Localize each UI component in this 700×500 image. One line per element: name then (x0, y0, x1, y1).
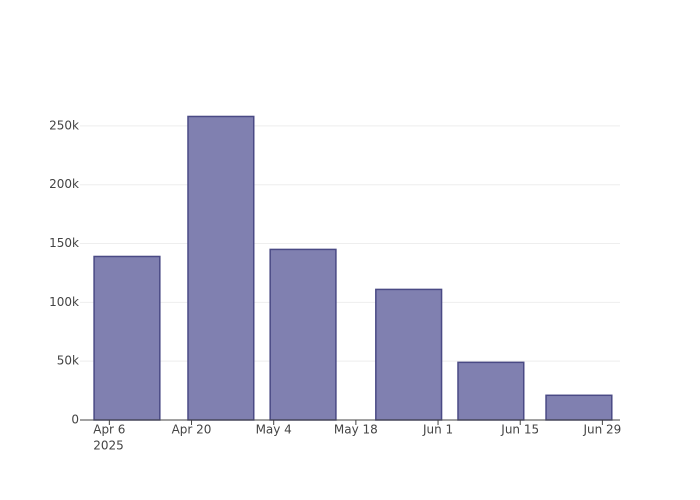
bar (269, 248, 337, 421)
y-tick-label: 50k (57, 354, 79, 368)
bar (457, 361, 525, 421)
bar (375, 288, 443, 421)
x-tick-label: Jun 29 (582, 423, 621, 437)
x-tick-label: Jun 1 (422, 423, 453, 437)
y-tick-label: 100k (49, 295, 79, 309)
bar (93, 255, 161, 421)
x-tick-label: Jun 15 (500, 423, 539, 437)
y-tick-label: 150k (49, 236, 79, 250)
x-tick-label: Apr 20 (172, 423, 212, 437)
x-tick-label: Apr 6 (93, 423, 125, 437)
y-tick-label: 200k (49, 177, 79, 191)
x-year-label: 2025 (93, 439, 124, 453)
x-tick-label: May 18 (334, 423, 378, 437)
y-tick-label: 0 (71, 413, 79, 427)
bar (187, 115, 255, 421)
y-tick-label: 250k (49, 118, 79, 132)
x-tick-label: May 4 (256, 423, 292, 437)
bar (545, 394, 613, 421)
